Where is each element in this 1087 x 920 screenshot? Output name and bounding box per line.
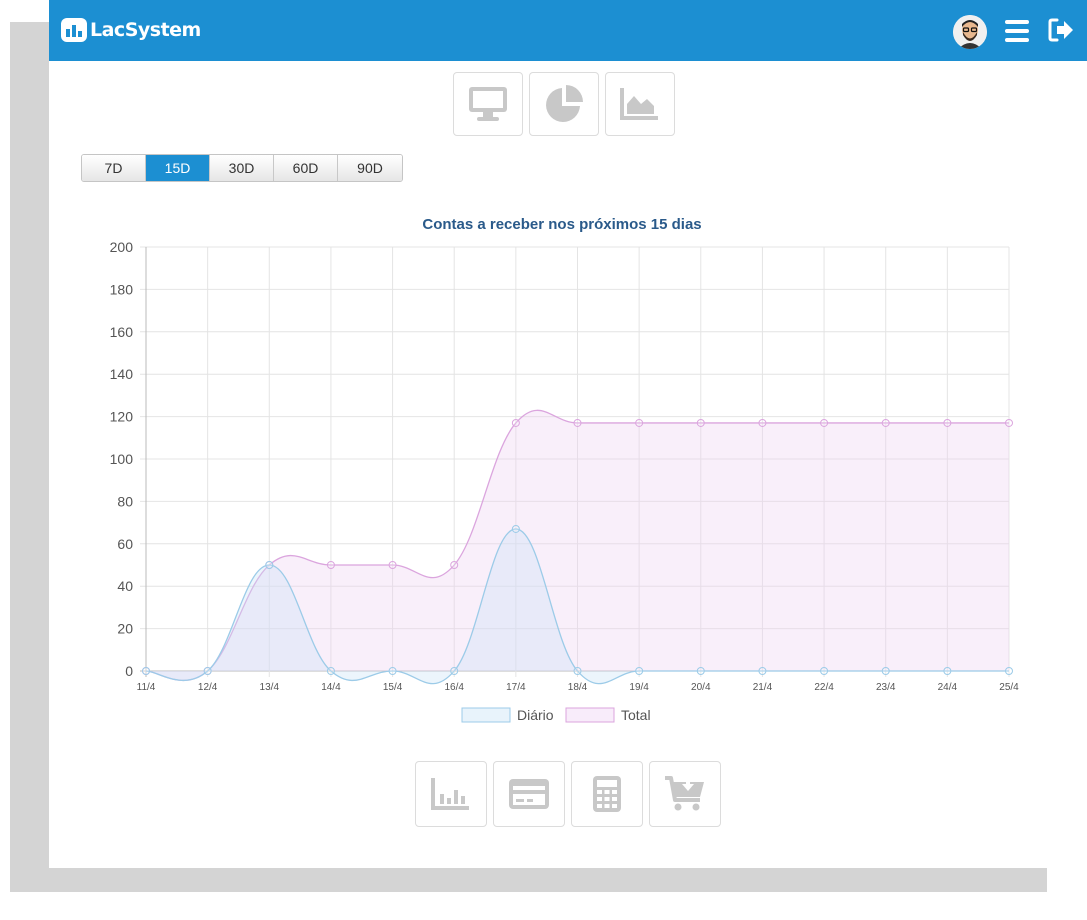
view-switcher — [453, 72, 681, 136]
y-tick-label: 0 — [125, 663, 133, 679]
data-point-total — [758, 418, 767, 427]
x-tick-label: 22/4 — [814, 682, 834, 693]
series-area-total — [146, 410, 1009, 681]
reports-button[interactable] — [415, 761, 487, 827]
y-tick-label: 120 — [110, 409, 134, 425]
logout-icon[interactable] — [1047, 17, 1075, 48]
x-tick-label: 13/4 — [260, 682, 280, 693]
data-point-total — [326, 561, 335, 569]
calculator-button[interactable] — [571, 761, 643, 827]
logo[interactable]: LacSystem — [61, 18, 201, 42]
data-point-diario — [573, 667, 582, 675]
data-point-total — [1005, 418, 1013, 427]
data-point-diario — [881, 667, 890, 675]
x-tick-label: 20/4 — [691, 682, 711, 693]
period-7d-button[interactable]: 7D — [82, 155, 146, 181]
app-name: LacSystem — [90, 19, 201, 41]
data-point-diario — [326, 667, 335, 675]
series-line-diario — [145, 528, 1009, 685]
x-tick-label: 12/4 — [198, 682, 218, 693]
bottom-toolbar — [415, 761, 727, 827]
y-tick-label: 20 — [117, 621, 133, 637]
x-tick-label: 21/4 — [753, 682, 773, 693]
x-tick-label: 17/4 — [506, 682, 526, 693]
cart-icon — [665, 776, 704, 811]
desktop-icon — [469, 87, 507, 121]
legend-label-diario: Diário — [517, 707, 554, 723]
desktop-view-button[interactable] — [453, 72, 523, 136]
period-30d-button[interactable]: 30D — [210, 155, 274, 181]
bar-chart-icon — [431, 778, 469, 810]
data-point-total — [881, 418, 890, 427]
calculator-icon — [593, 776, 621, 812]
data-point-diario — [511, 524, 520, 533]
data-point-total — [511, 418, 520, 427]
receivables-chart: 0 20 40 60 80 100 120 140 160 180 200 11/4 12/4 13/4 1… — [110, 239, 1020, 723]
data-point-diario — [265, 561, 274, 569]
logo-icon — [61, 18, 87, 42]
y-tick-label: 160 — [110, 324, 134, 340]
data-point-diario — [758, 667, 767, 675]
x-tick-label: 16/4 — [444, 682, 464, 693]
data-point-diario — [635, 667, 644, 675]
avatar-icon — [953, 15, 987, 49]
data-point-total — [450, 561, 459, 569]
data-point-diario — [943, 667, 952, 675]
y-tick-label: 80 — [117, 493, 133, 509]
y-tick-label: 140 — [110, 366, 134, 382]
period-90d-button[interactable]: 90D — [338, 155, 402, 181]
series-area-diario — [146, 528, 1009, 684]
data-point-diario — [203, 667, 212, 675]
period-selector: 7D 15D 30D 60D 90D — [81, 154, 403, 182]
data-point-diario — [696, 667, 705, 675]
credit-card-icon — [509, 779, 549, 809]
pie-view-button[interactable] — [529, 72, 599, 136]
y-tick-label: 180 — [110, 281, 134, 297]
x-tick-label: 24/4 — [938, 682, 958, 693]
app-window: LacSystem — [49, 0, 1087, 868]
legend-swatch-diario — [461, 707, 511, 723]
payments-button[interactable] — [493, 761, 565, 827]
top-bar: LacSystem — [49, 0, 1087, 61]
data-point-total — [943, 418, 952, 427]
chart-title: Contas a receber nos próximos 15 dias — [422, 216, 702, 233]
area-view-button[interactable] — [605, 72, 675, 136]
x-tick-label: 18/4 — [568, 682, 588, 693]
menu-icon[interactable] — [1005, 20, 1029, 42]
y-tick-label: 200 — [110, 239, 134, 255]
cart-button[interactable] — [649, 761, 721, 827]
data-point-total — [820, 418, 829, 427]
x-tick-label: 25/4 — [999, 682, 1019, 693]
data-point-diario — [450, 667, 459, 675]
avatar[interactable] — [953, 15, 987, 49]
x-tick-label: 14/4 — [321, 682, 341, 693]
x-tick-label: 23/4 — [876, 682, 896, 693]
y-tick-label: 100 — [110, 451, 134, 467]
x-tick-label: 15/4 — [383, 682, 403, 693]
y-tick-label: 60 — [117, 536, 133, 552]
pie-chart-icon — [546, 85, 583, 122]
data-point-diario — [388, 667, 397, 675]
legend-swatch-total — [565, 707, 615, 723]
area-chart-icon — [620, 88, 658, 120]
data-point-total — [388, 561, 397, 569]
period-60d-button[interactable]: 60D — [274, 155, 338, 181]
data-point-total — [573, 418, 582, 427]
data-point-total — [696, 418, 705, 427]
data-point-diario — [142, 667, 150, 675]
data-point-diario — [1005, 667, 1013, 675]
x-tick-label: 19/4 — [629, 682, 649, 693]
data-point-total — [635, 418, 644, 427]
x-tick-label: 11/4 — [137, 682, 156, 693]
y-tick-label: 40 — [117, 578, 133, 594]
legend-label-total: Total — [621, 707, 651, 723]
data-point-diario — [820, 667, 829, 675]
period-15d-button[interactable]: 15D — [146, 155, 210, 181]
